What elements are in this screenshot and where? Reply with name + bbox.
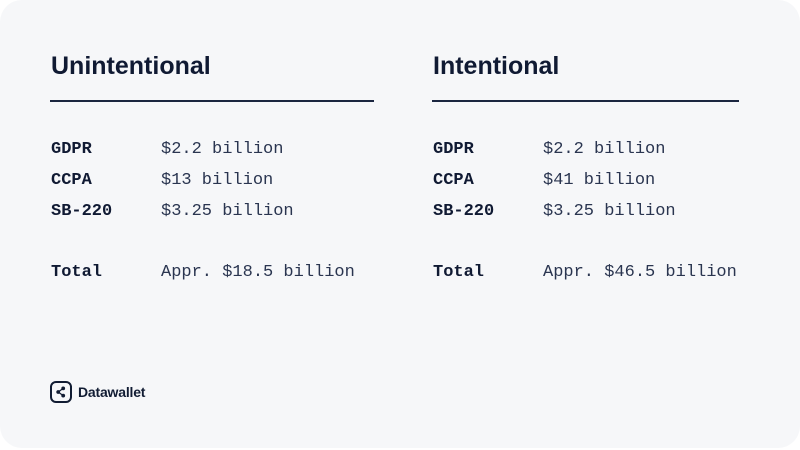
column-heading: Unintentional [51, 52, 211, 80]
brand-logo: Datawallet [50, 380, 145, 404]
fine-amount: $13 billion [161, 171, 274, 190]
fine-amount: $2.2 billion [543, 140, 666, 159]
regulation-label: SB-220 [433, 202, 495, 221]
total-amount: Appr. $18.5 billion [161, 263, 355, 282]
total-label: Total [51, 263, 103, 282]
regulation-label: GDPR [51, 140, 92, 159]
regulation-label: CCPA [433, 171, 474, 190]
regulation-label: CCPA [51, 171, 92, 190]
datawallet-logo-icon [50, 381, 72, 403]
fine-amount: $3.25 billion [161, 202, 294, 221]
column-heading: Intentional [433, 52, 560, 80]
fine-amount: $3.25 billion [543, 202, 676, 221]
regulation-label: GDPR [433, 140, 474, 159]
total-amount: Appr. $46.5 billion [543, 263, 737, 282]
fine-amount: $41 billion [543, 171, 656, 190]
regulation-label: SB-220 [51, 202, 113, 221]
total-label: Total [433, 263, 485, 282]
fine-amount: $2.2 billion [161, 140, 284, 159]
brand-name: Datawallet [78, 384, 146, 400]
heading-divider [432, 100, 739, 102]
heading-divider [50, 100, 374, 102]
